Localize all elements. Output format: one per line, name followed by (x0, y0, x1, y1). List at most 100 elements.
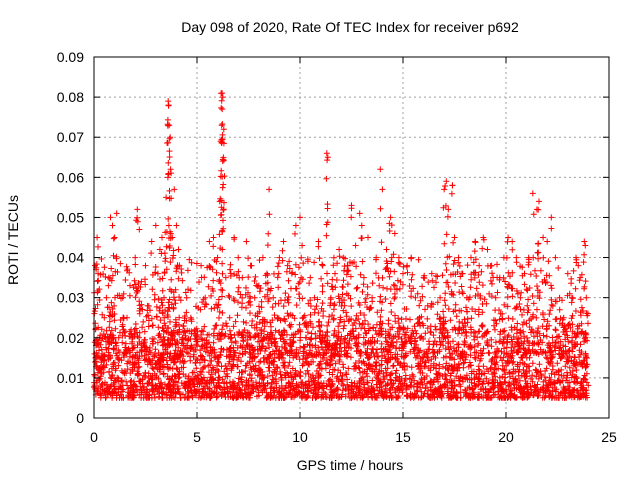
data-point (185, 286, 191, 293)
data-point (236, 369, 243, 376)
data-point (175, 354, 182, 361)
data-point (452, 301, 459, 308)
data-point (145, 323, 152, 330)
data-point (367, 362, 374, 369)
data-point (530, 211, 537, 218)
data-point (352, 325, 359, 332)
data-point (392, 312, 398, 319)
data-point (537, 267, 544, 274)
data-point (439, 390, 446, 397)
data-point (113, 253, 120, 260)
data-point (488, 293, 495, 300)
data-point (473, 285, 480, 292)
data-point (269, 331, 276, 338)
data-point (201, 323, 208, 330)
data-point (379, 320, 386, 327)
data-point (450, 271, 457, 278)
data-point (347, 273, 354, 280)
data-point (163, 266, 170, 273)
data-point (215, 296, 222, 303)
data-point (304, 256, 311, 263)
data-point (230, 385, 237, 392)
data-point (238, 358, 244, 365)
data-point (305, 392, 312, 399)
data-point (168, 276, 175, 283)
data-point (457, 394, 464, 401)
data-point (543, 354, 550, 361)
data-point (317, 327, 324, 334)
data-point (558, 372, 565, 379)
data-point (296, 321, 303, 328)
data-point-peak (416, 314, 423, 321)
data-point (160, 325, 166, 331)
data-point-peak (173, 222, 180, 229)
data-point (524, 302, 531, 309)
data-point (401, 333, 408, 339)
data-point (197, 306, 204, 313)
data-points (91, 90, 592, 401)
data-point (170, 289, 177, 296)
data-point (198, 327, 205, 334)
data-point (524, 334, 530, 341)
data-point (439, 272, 446, 279)
data-point (307, 303, 314, 309)
data-point (152, 346, 159, 353)
data-point (197, 368, 204, 375)
data-point (348, 328, 354, 335)
data-point (259, 337, 266, 344)
data-point-peak (119, 294, 126, 301)
data-point (476, 378, 482, 385)
data-point (110, 252, 117, 259)
data-point (296, 279, 303, 285)
data-point (285, 391, 292, 398)
data-point (525, 296, 532, 303)
data-point-peak (336, 246, 343, 253)
data-point (569, 295, 576, 302)
data-point (455, 344, 462, 351)
data-point (325, 319, 332, 326)
data-point (514, 349, 521, 356)
data-point (231, 297, 238, 304)
data-point (157, 305, 163, 311)
data-point (573, 367, 580, 373)
data-point (540, 254, 547, 261)
data-point (162, 258, 169, 265)
data-point (297, 389, 303, 396)
data-point (254, 283, 261, 290)
data-point (235, 354, 242, 361)
data-point (155, 332, 162, 339)
data-point (303, 324, 310, 330)
data-point (101, 264, 108, 271)
data-point (554, 377, 561, 384)
data-point (423, 349, 430, 355)
data-point (180, 329, 187, 336)
data-point (572, 308, 579, 314)
data-point (400, 384, 406, 391)
data-point (314, 296, 321, 303)
data-point (556, 333, 563, 340)
data-point-peak (113, 210, 120, 217)
data-point (501, 301, 508, 308)
data-point (307, 320, 314, 327)
data-point (298, 379, 305, 386)
data-point (552, 327, 559, 334)
data-point (144, 388, 151, 394)
data-point (365, 340, 372, 347)
data-point (166, 355, 173, 361)
data-point (264, 380, 271, 387)
data-point (243, 319, 250, 326)
data-point (514, 320, 521, 327)
data-point (153, 314, 160, 320)
data-point (115, 356, 122, 362)
data-point-peak (360, 274, 367, 281)
data-point (569, 328, 576, 335)
data-point (378, 367, 385, 374)
data-point (523, 286, 530, 293)
data-point (419, 320, 426, 327)
data-point-peak (220, 126, 227, 133)
data-point (91, 308, 98, 315)
data-point (543, 333, 550, 340)
data-point (417, 297, 424, 304)
data-point (419, 354, 426, 361)
data-point (253, 324, 260, 331)
